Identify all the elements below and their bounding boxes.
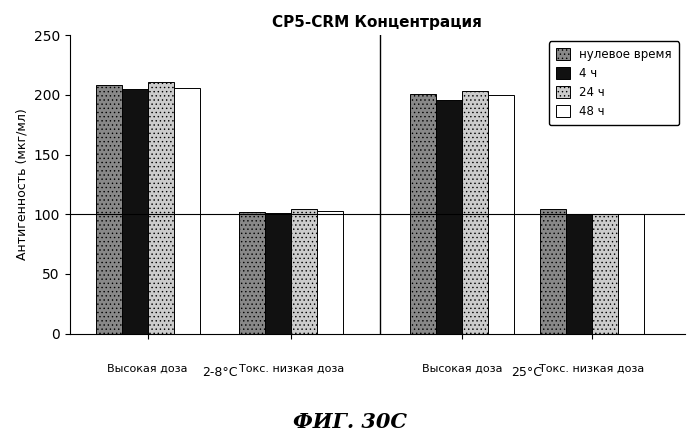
- Y-axis label: Антигенность (мкг/мл): Антигенность (мкг/мл): [15, 108, 28, 260]
- Bar: [317, 211, 343, 334]
- Text: 2-8°С: 2-8°С: [202, 366, 237, 379]
- Bar: [410, 94, 436, 334]
- Bar: [592, 214, 618, 334]
- Bar: [96, 86, 122, 334]
- Bar: [239, 212, 265, 334]
- Bar: [174, 88, 199, 334]
- Bar: [488, 95, 514, 334]
- Bar: [265, 213, 291, 334]
- Bar: [462, 92, 488, 334]
- Legend: нулевое время, 4 ч, 24 ч, 48 ч: нулевое время, 4 ч, 24 ч, 48 ч: [549, 41, 679, 125]
- Bar: [122, 89, 148, 334]
- Bar: [618, 214, 644, 334]
- Text: 25°С: 25°С: [512, 366, 542, 379]
- Bar: [566, 214, 592, 334]
- Bar: [540, 210, 566, 334]
- Bar: [291, 210, 317, 334]
- Text: ФИГ. 30C: ФИГ. 30C: [293, 412, 407, 432]
- Bar: [436, 100, 462, 334]
- Title: CP5-CRM Концентрация: CP5-CRM Концентрация: [272, 15, 482, 30]
- Bar: [148, 82, 174, 334]
